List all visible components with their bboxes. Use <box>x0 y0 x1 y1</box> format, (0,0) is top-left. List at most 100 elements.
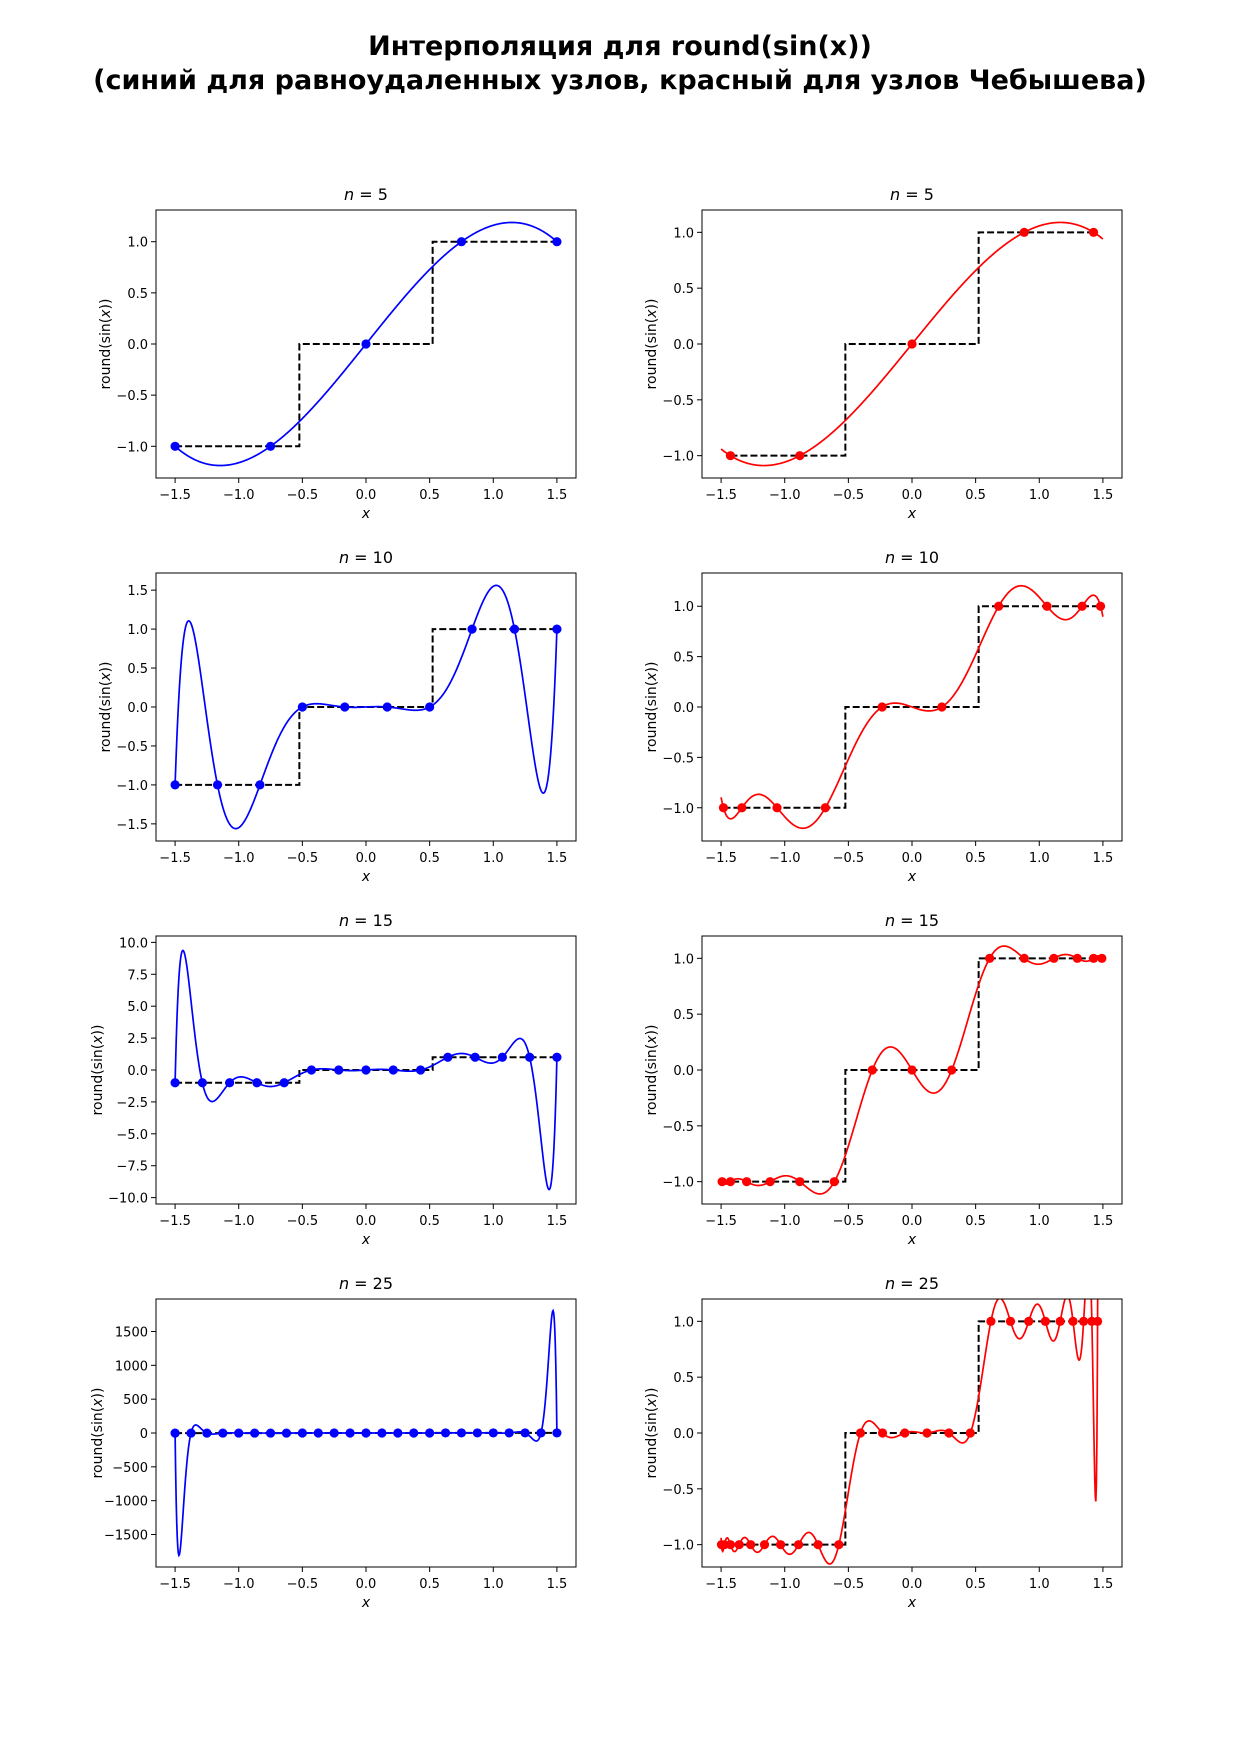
node-point <box>1068 1316 1078 1326</box>
y-tick-label: 1000 <box>115 1359 148 1374</box>
node-point <box>212 780 223 790</box>
node-point <box>281 1428 292 1438</box>
y-tick-label: 0.0 <box>127 338 148 353</box>
x-axis-label: x <box>361 1595 371 1611</box>
x-tick-label: −1.5 <box>159 851 191 866</box>
node-point <box>497 1052 507 1062</box>
node-point <box>250 1428 260 1438</box>
node-point <box>536 1428 546 1438</box>
node-point <box>255 780 265 790</box>
y-tick-label: −0.5 <box>116 389 148 404</box>
node-point <box>313 1428 323 1438</box>
node-point <box>965 1428 975 1438</box>
x-tick-label: 0.5 <box>965 1577 986 1592</box>
x-tick-label: −1.0 <box>223 488 255 503</box>
y-axis-label: round(sin(x)) <box>644 299 660 390</box>
node-point <box>725 1540 736 1550</box>
node-point <box>1024 1316 1034 1326</box>
node-point <box>488 1428 498 1438</box>
node-point <box>504 1428 514 1438</box>
x-tick-label: 0.0 <box>902 488 923 503</box>
x-tick-label: 0.0 <box>356 851 377 866</box>
x-tick-label: 0.0 <box>356 1214 377 1229</box>
node-point <box>717 1177 727 1187</box>
x-tick-label: 0.5 <box>965 851 986 866</box>
x-tick-label: 0.5 <box>419 1214 440 1229</box>
node-point <box>425 1428 435 1438</box>
node-point <box>907 339 917 349</box>
node-point <box>306 1065 317 1075</box>
x-tick-label: −0.5 <box>287 488 319 503</box>
x-axis-label: x <box>907 1232 917 1248</box>
y-tick-label: 1.0 <box>673 952 694 967</box>
y-axis-label: round(sin(x)) <box>98 299 114 390</box>
y-axis-label: round(sin(x)) <box>98 662 114 753</box>
node-point <box>877 702 887 712</box>
x-tick-label: 1.0 <box>1029 1577 1050 1592</box>
interpolation-curve <box>174 584 558 830</box>
x-tick-label: 1.0 <box>1029 851 1050 866</box>
y-tick-label: 10.0 <box>119 936 148 951</box>
x-tick-label: −1.0 <box>769 1577 801 1592</box>
node-point <box>986 1316 996 1326</box>
y-axis-label: round(sin(x)) <box>644 1388 660 1479</box>
x-tick-label: −1.5 <box>705 1577 737 1592</box>
subplot-title: n = 10 <box>339 548 393 567</box>
y-tick-label: −1.0 <box>116 779 148 794</box>
step-function-line <box>175 628 557 786</box>
node-point <box>186 1428 196 1438</box>
node-point <box>265 441 276 451</box>
x-tick-label: 0.5 <box>965 1214 986 1229</box>
y-tick-label: −500 <box>112 1461 148 1476</box>
node-point <box>985 953 995 963</box>
x-tick-label: 0.0 <box>356 488 377 503</box>
step-function-line <box>721 1320 1098 1546</box>
interpolation-curve <box>720 584 1104 830</box>
x-tick-label: 1.5 <box>547 851 568 866</box>
node-point <box>552 1428 562 1438</box>
x-tick-label: 0.5 <box>419 851 440 866</box>
node-point <box>552 1052 562 1062</box>
node-point <box>525 1052 535 1062</box>
x-tick-label: 0.0 <box>902 1577 923 1592</box>
y-axis-label: round(sin(x)) <box>90 1388 106 1479</box>
y-tick-label: 0.5 <box>673 1008 694 1023</box>
y-tick-label: −1.0 <box>662 450 694 465</box>
node-point <box>994 601 1004 611</box>
node-point <box>202 1428 212 1438</box>
figure-title-line-2: (синий для равноудаленных узлов, красный… <box>93 65 1147 96</box>
y-tick-label: −0.5 <box>662 394 694 409</box>
x-tick-label: −0.5 <box>287 1214 319 1229</box>
y-tick-label: 0.0 <box>673 1064 694 1079</box>
subplot-chebyshev-n25: n = 25 −1.5 −1.0 −0.5 0.0 0.5 1.0 1.5 −1.0 −0.5 0.… <box>644 1274 1123 1611</box>
node-point <box>409 1428 419 1438</box>
node-point <box>877 1428 888 1438</box>
y-tick-label: 0.0 <box>673 701 694 716</box>
node-point <box>855 1428 866 1438</box>
x-tick-label: 0.0 <box>356 1577 377 1592</box>
node-point <box>443 1052 453 1062</box>
x-tick-label: 1.5 <box>547 1577 568 1592</box>
y-tick-label: −0.5 <box>662 751 694 766</box>
x-axis-label: x <box>361 869 371 885</box>
node-point <box>388 1065 398 1075</box>
node-point <box>170 1078 180 1088</box>
node-point <box>197 1078 207 1088</box>
interpolation-curve <box>720 1299 1099 1565</box>
subplot-chebyshev-n15: n = 15 −1.5 −1.0 −0.5 0.0 0.5 1.0 1.5 −1.0 −0.5 0.… <box>644 911 1123 1248</box>
node-point <box>775 1540 786 1550</box>
node-point <box>765 1177 775 1187</box>
x-tick-label: −1.0 <box>223 1577 255 1592</box>
x-tick-label: −1.0 <box>769 851 801 866</box>
node-point <box>725 1177 736 1187</box>
node-point <box>1040 1316 1050 1326</box>
x-tick-label: 1.5 <box>1093 1577 1114 1592</box>
node-point <box>734 1540 744 1550</box>
node-point <box>472 1428 482 1438</box>
subplot-title: n = 25 <box>339 1274 393 1293</box>
node-point <box>345 1428 355 1438</box>
x-tick-label: 1.5 <box>1093 1214 1114 1229</box>
node-point <box>1077 601 1087 611</box>
node-point <box>218 1428 228 1438</box>
node-point <box>867 1065 877 1075</box>
